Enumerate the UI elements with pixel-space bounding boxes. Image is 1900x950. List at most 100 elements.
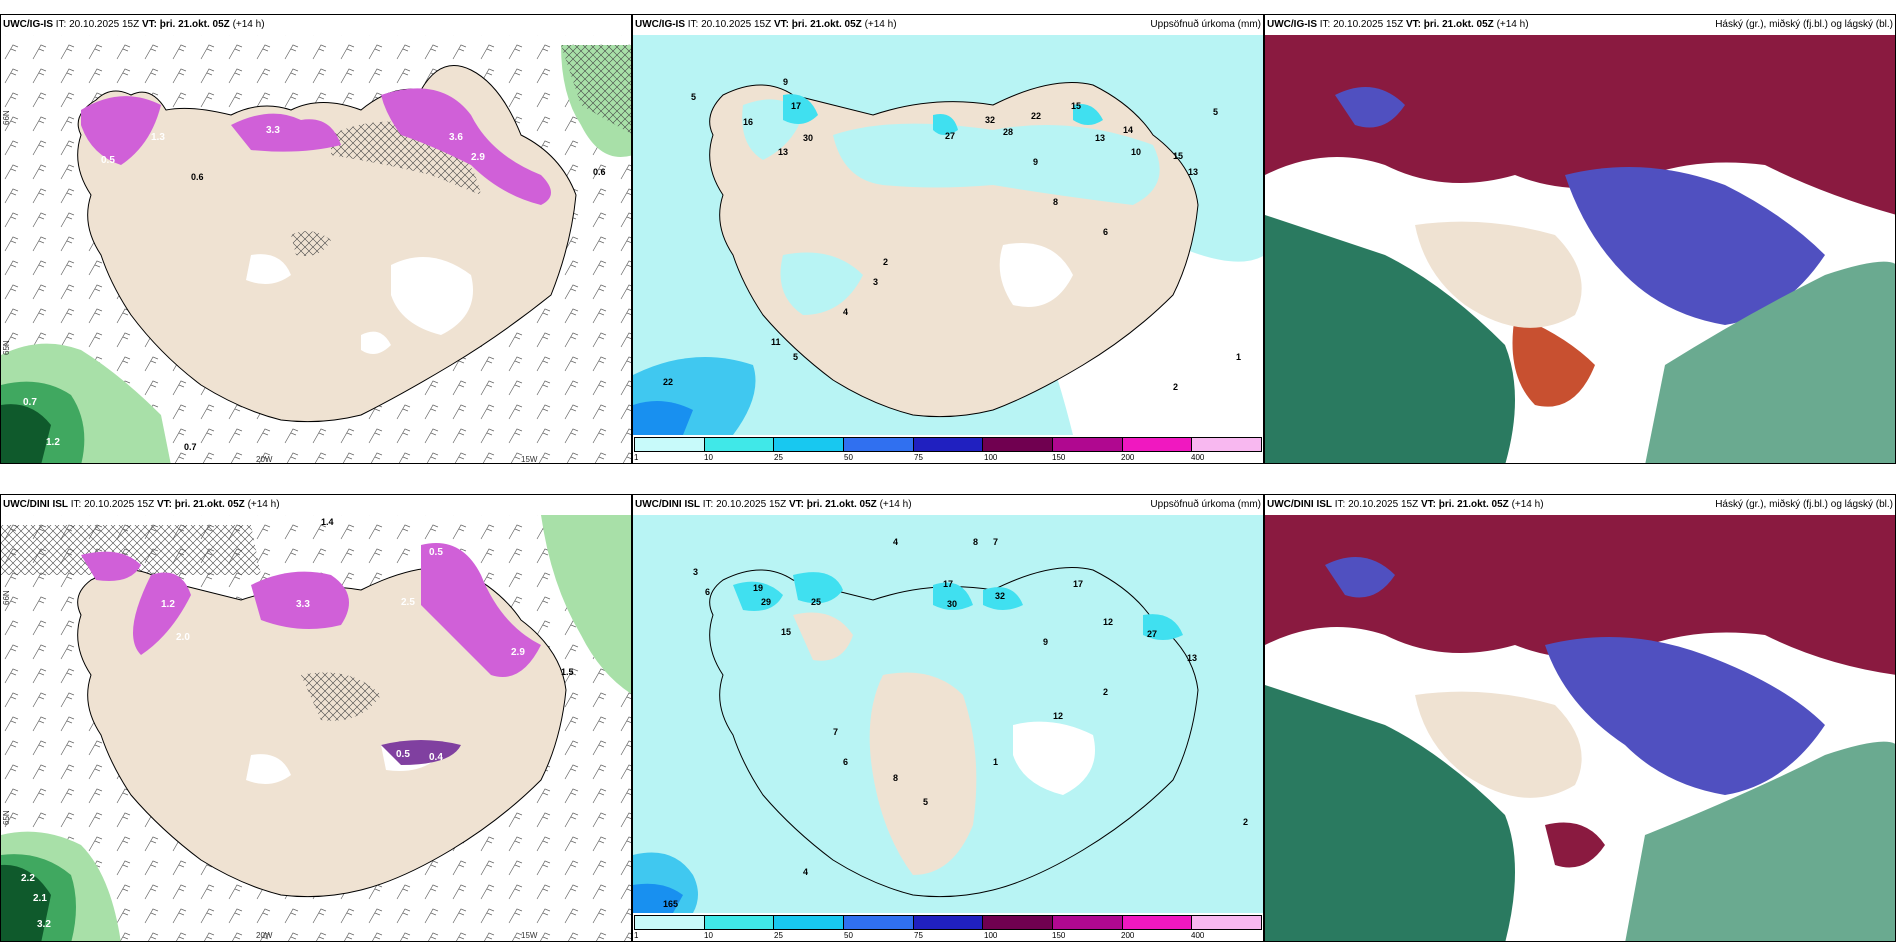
value-label: 0.7 <box>184 442 197 452</box>
colorbar-swatch <box>1122 916 1193 929</box>
lead-time: (+14 h) <box>1496 19 1529 30</box>
colorbar-tick: 10 <box>704 453 713 462</box>
value-label: 2.9 <box>511 647 525 658</box>
colorbar-swatch <box>1192 916 1262 929</box>
panel-igis-cloud-cover: UWC/IG-IS IT: 20.10.2025 15Z VT: þri. 21… <box>1264 14 1896 464</box>
value-label: 0.5 <box>101 155 115 166</box>
colorbar-swatch <box>913 916 984 929</box>
precip-colorbar: 1 10 25 50 75 100 150 200 400 <box>633 913 1263 941</box>
value-label: 8 <box>1053 197 1058 207</box>
colorbar-swatch <box>704 916 775 929</box>
colorbar-swatch <box>844 916 914 929</box>
colorbar-tick: 400 <box>1191 931 1205 940</box>
panel-dini-accumulated-precip: UWC/DINI ISL IT: 20.10.2025 15Z VT: þri.… <box>632 494 1264 942</box>
colorbar-swatch <box>635 438 705 451</box>
value-label: 25 <box>811 597 821 607</box>
accumulated-precip-map: 4 8 7 3 6 19 29 25 15 17 30 32 17 12 27 … <box>633 515 1263 913</box>
it-label: IT: <box>1334 499 1346 510</box>
value-label: 13 <box>1187 653 1197 663</box>
colorbar-tick: 1 <box>634 453 639 462</box>
y-axis-label: 65N <box>2 810 11 825</box>
value-label: 17 <box>791 101 801 111</box>
model-name: UWC/IG-IS <box>3 19 53 30</box>
value-label: 0.4 <box>429 752 443 763</box>
value-label: 29 <box>761 597 771 607</box>
value-label: 13 <box>1188 167 1198 177</box>
it-value: 20.10.2025 15Z <box>1333 19 1404 30</box>
value-label: 15 <box>1173 151 1183 161</box>
it-label: IT: <box>687 19 699 30</box>
value-label: 5 <box>691 92 696 102</box>
value-label: 165 <box>663 899 678 909</box>
value-label: 1.4 <box>321 517 334 527</box>
value-label: 3 <box>873 277 878 287</box>
colorbar-swatch <box>1192 438 1262 451</box>
value-label: 3.2 <box>37 919 51 930</box>
precip-type-map: 1.4 0.5 1.2 2.0 3.3 2.5 2.9 0.5 0.4 2.2 … <box>1 515 631 941</box>
model-name: UWC/IG-IS <box>635 19 685 30</box>
value-label: 10 <box>1131 147 1141 157</box>
value-label: 9 <box>1033 157 1038 167</box>
panel-dini-cloud-cover: UWC/DINI ISL IT: 20.10.2025 15Z VT: þri.… <box>1264 494 1896 942</box>
value-label: 0.6 <box>593 167 606 177</box>
value-label: 32 <box>985 115 995 125</box>
colorbar-tick: 200 <box>1121 453 1135 462</box>
colorbar-tick: 50 <box>844 931 853 940</box>
vt-label: VT: <box>156 499 172 510</box>
lead-time: (+14 h) <box>232 19 265 30</box>
model-name: UWC/DINI ISL <box>635 499 700 510</box>
vt-value: þri. 21.okt. 05Z <box>1423 19 1494 30</box>
it-label: IT: <box>55 19 67 30</box>
it-value: 20.10.2025 15Z <box>701 19 772 30</box>
colorbar-swatch <box>983 438 1054 451</box>
it-value: 20.10.2025 15Z <box>716 499 787 510</box>
colorbar-tick: 200 <box>1121 931 1135 940</box>
panel-title: Háský (gr.), miðský (fj.bl.) og lágský (… <box>1715 499 1893 510</box>
value-label: 4 <box>803 867 808 877</box>
panel-header: UWC/DINI ISL IT: 20.10.2025 15Z VT: þri.… <box>1265 495 1895 515</box>
value-label: 4 <box>843 307 848 317</box>
panel-header: UWC/IG-IS IT: 20.10.2025 15Z VT: þri. 21… <box>1 15 631 35</box>
value-label: 30 <box>947 599 957 609</box>
value-label: 32 <box>995 591 1005 601</box>
vt-label: VT: <box>141 19 157 30</box>
value-label: 17 <box>943 579 953 589</box>
panel-igis-precip-type: UWC/IG-IS IT: 20.10.2025 15Z VT: þri. 21… <box>0 14 632 464</box>
colorbar-swatch <box>1053 916 1123 929</box>
vt-value: þri. 21.okt. 05Z <box>806 499 877 510</box>
lead-time: (+14 h) <box>1511 499 1544 510</box>
colorbar-tick: 400 <box>1191 453 1205 462</box>
vt-value: þri. 21.okt. 05Z <box>174 499 245 510</box>
value-label: 8 <box>973 537 978 547</box>
value-label: 1.2 <box>161 599 175 610</box>
vt-value: þri. 21.okt. 05Z <box>159 19 230 30</box>
value-label: 5 <box>923 797 928 807</box>
value-label: 8 <box>893 773 898 783</box>
panel-header: UWC/DINI ISL IT: 20.10.2025 15Z VT: þri.… <box>633 495 1263 515</box>
value-label: 1.3 <box>151 132 165 143</box>
value-label: 2 <box>1243 817 1248 827</box>
model-name: UWC/IG-IS <box>1267 19 1317 30</box>
lead-time: (+14 h) <box>879 499 912 510</box>
panel-header: UWC/DINI ISL IT: 20.10.2025 15Z VT: þri.… <box>1 495 631 515</box>
value-label: 7 <box>833 727 838 737</box>
it-label: IT: <box>702 499 714 510</box>
it-label: IT: <box>70 499 82 510</box>
x-axis-label: 15W <box>521 455 538 464</box>
it-label: IT: <box>1319 19 1331 30</box>
value-label: 5 <box>1213 107 1218 117</box>
value-label: 6 <box>1103 227 1108 237</box>
value-label: 17 <box>1073 579 1083 589</box>
value-label: 12 <box>1053 711 1063 721</box>
value-label: 11 <box>771 337 781 347</box>
value-label: 7 <box>993 537 998 547</box>
value-label: 2.2 <box>21 873 35 884</box>
it-value: 20.10.2025 15Z <box>1348 499 1419 510</box>
value-label: 3 <box>693 567 698 577</box>
vt-label: VT: <box>1405 19 1421 30</box>
colorbar-tick: 25 <box>774 931 783 940</box>
panel-header: UWC/IG-IS IT: 20.10.2025 15Z VT: þri. 21… <box>633 15 1263 35</box>
cloud-cover-map <box>1265 35 1895 463</box>
colorbar-swatch <box>913 438 984 451</box>
y-axis-label: 66N <box>2 590 11 605</box>
